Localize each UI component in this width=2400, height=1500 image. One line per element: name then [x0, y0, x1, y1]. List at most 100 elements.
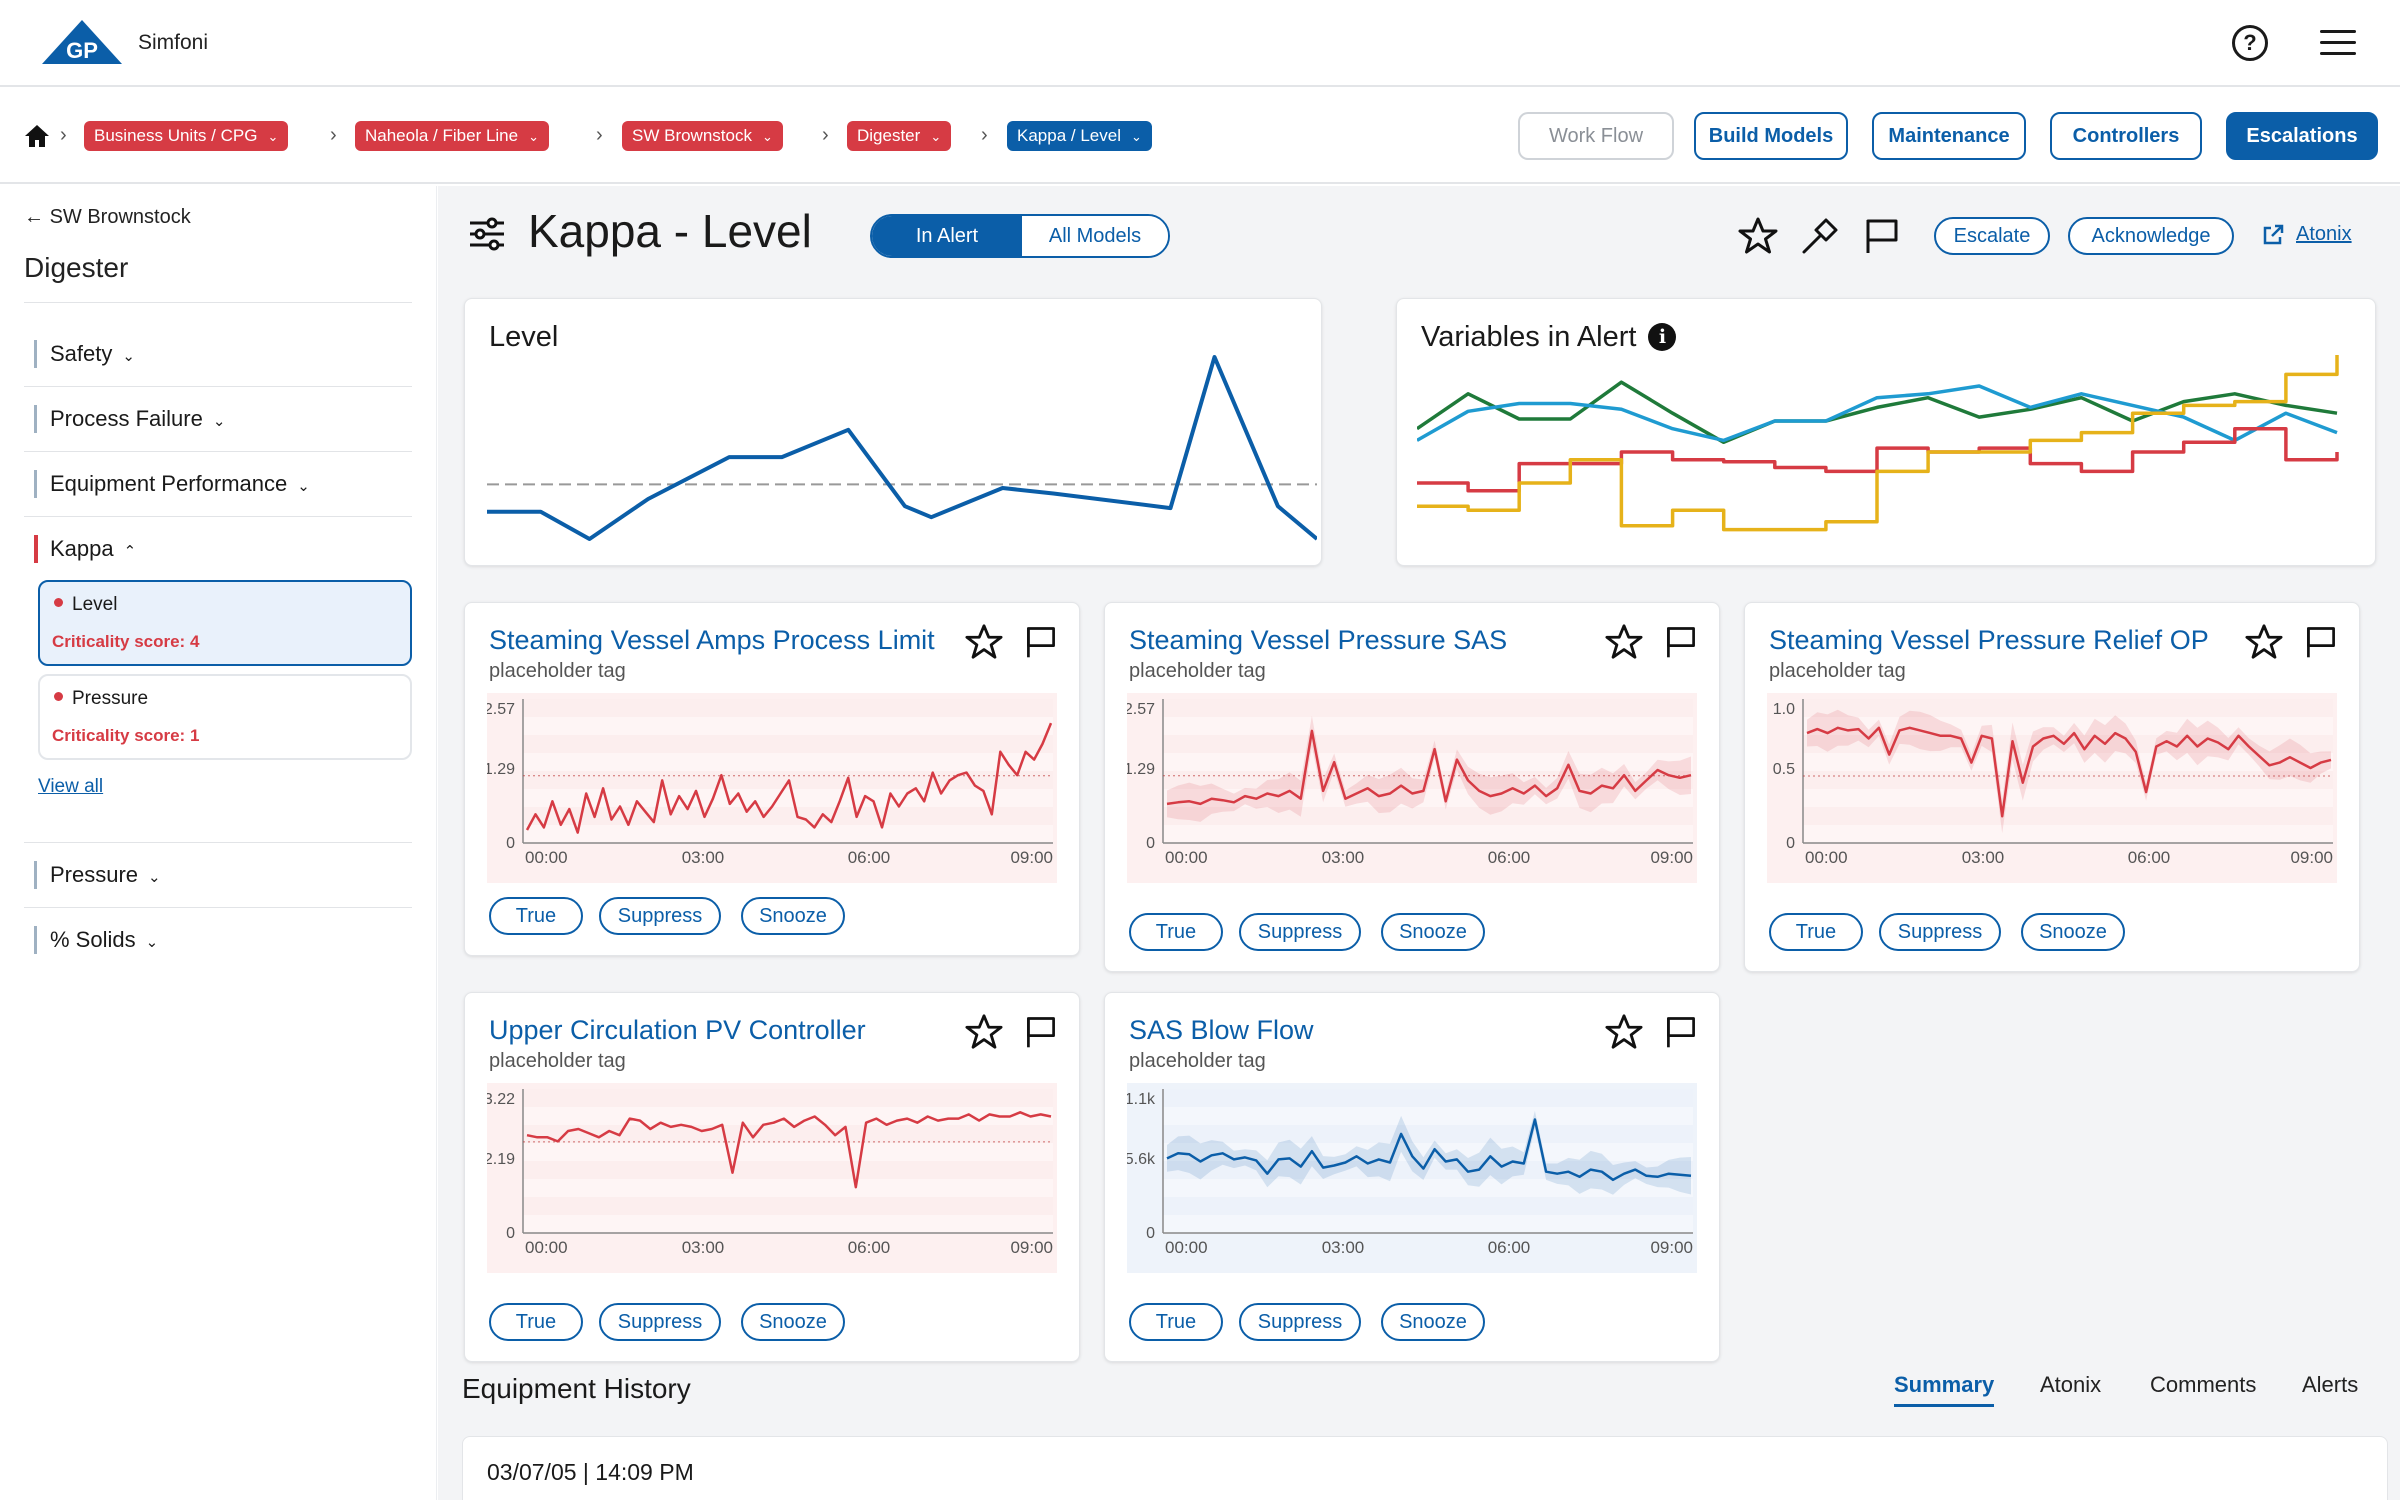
sidebar-item-equipment-performance[interactable]: Equipment Performance ⌄	[34, 468, 310, 500]
suppress-button[interactable]: Suppress	[599, 1303, 721, 1341]
x-tick-label: 09:00	[2290, 848, 2333, 867]
star-icon[interactable]	[965, 623, 1003, 661]
main-content: Kappa - Level In Alert All Models Escala…	[438, 186, 2400, 1500]
true-button[interactable]: True	[489, 1303, 583, 1341]
sidebar-item-process-failure[interactable]: Process Failure ⌄	[34, 403, 225, 435]
hamburger-menu-icon[interactable]	[2320, 30, 2356, 56]
snooze-button[interactable]: Snooze	[1381, 913, 1485, 951]
chart-band	[1163, 1089, 1693, 1107]
star-icon[interactable]	[965, 1013, 1003, 1051]
alert-card-tag: placeholder tag	[489, 660, 626, 682]
alert-card-title[interactable]: Steaming Vessel Pressure Relief OP	[1769, 625, 2209, 655]
breadcrumb-business-units[interactable]: Business Units / CPG ⌄	[84, 121, 289, 151]
sidebar-item-solids[interactable]: % Solids ⌄	[34, 924, 158, 956]
x-tick-label: 09:00	[1010, 848, 1053, 867]
breadcrumb-sw-brownstock[interactable]: SW Brownstock ⌄	[622, 121, 783, 151]
breadcrumb-fiber-line[interactable]: Naheola / Fiber Line ⌄	[355, 121, 549, 151]
model-card-level[interactable]: Level Criticality score: 4	[38, 580, 412, 666]
escalate-button[interactable]: Escalate	[1934, 217, 2050, 255]
y-tick-label: 1.0	[1773, 701, 1795, 718]
work-flow-button[interactable]: Work Flow	[1518, 112, 1674, 160]
escalations-button[interactable]: Escalations	[2226, 112, 2378, 160]
alert-card-title[interactable]: Steaming Vessel Amps Process Limit	[489, 625, 935, 655]
hammer-icon[interactable]	[1800, 216, 1840, 256]
chart-band	[1163, 1125, 1693, 1143]
true-button[interactable]: True	[1129, 1303, 1223, 1341]
tab-atonix[interactable]: Atonix	[2040, 1372, 2102, 1397]
true-button[interactable]: True	[1129, 913, 1223, 951]
sidebar-item-kappa[interactable]: Kappa ⌃	[34, 533, 136, 565]
build-models-button[interactable]: Build Models	[1694, 112, 1848, 160]
chevron-right-icon: ›	[60, 124, 67, 146]
breadcrumb-digester[interactable]: Digester ⌄	[847, 121, 952, 151]
view-all-link[interactable]: View all	[38, 776, 104, 797]
home-icon[interactable]	[24, 124, 50, 148]
divider	[24, 516, 412, 517]
chevron-down-icon: ⌄	[930, 129, 942, 144]
alert-card-sas-blow-flow: SAS Blow Flow placeholder tag 131.1k 65.6…	[1104, 992, 1720, 1362]
chevron-right-icon: ›	[330, 124, 337, 146]
flag-icon[interactable]	[2303, 623, 2339, 661]
sidebar-item-safety[interactable]: Safety ⌄	[34, 338, 135, 370]
sidebar-item-pressure[interactable]: Pressure ⌄	[34, 859, 161, 891]
tab-comments[interactable]: Comments	[2150, 1372, 2257, 1397]
suppress-button[interactable]: Suppress	[1879, 913, 2001, 951]
suppress-button[interactable]: Suppress	[599, 897, 721, 935]
true-button[interactable]: True	[1769, 913, 1863, 951]
star-icon[interactable]	[2245, 623, 2283, 661]
atonix-link[interactable]: Atonix	[2296, 223, 2352, 245]
x-tick-label: 03:00	[1962, 848, 2005, 867]
x-tick-label: 03:00	[1322, 1238, 1365, 1257]
flag-icon[interactable]	[1023, 623, 1059, 661]
plot-area	[523, 699, 1053, 843]
y-tick-label: 0.5	[1773, 761, 1795, 778]
x-tick-label: 06:00	[848, 848, 891, 867]
suppress-button[interactable]: Suppress	[1239, 913, 1361, 951]
chart-band	[1163, 735, 1693, 753]
alert-card-upper-circulation-pv: Upper Circulation PV Controller placehol…	[464, 992, 1080, 1362]
info-icon[interactable]: i	[1648, 323, 1677, 351]
filter-sliders-icon[interactable]	[468, 217, 506, 251]
plot-area	[523, 1089, 1053, 1233]
x-tick-label: 06:00	[1488, 1238, 1531, 1257]
in-alert-toggle[interactable]: In Alert	[872, 216, 1022, 256]
maintenance-button[interactable]: Maintenance	[1872, 112, 2026, 160]
suppress-button[interactable]: Suppress	[1239, 1303, 1361, 1341]
chevron-down-icon: ⌄	[212, 413, 226, 430]
all-models-toggle[interactable]: All Models	[1022, 216, 1168, 256]
tab-summary[interactable]: Summary	[1894, 1372, 1995, 1407]
controllers-button[interactable]: Controllers	[2050, 112, 2202, 160]
acknowledge-button[interactable]: Acknowledge	[2068, 217, 2234, 255]
gp-logo[interactable]: GP	[40, 18, 124, 68]
series-line-green	[1417, 380, 2338, 445]
snooze-button[interactable]: Snooze	[1381, 1303, 1485, 1341]
alert-card-title[interactable]: SAS Blow Flow	[1129, 1015, 1314, 1045]
back-link[interactable]: ← SW Brownstock	[24, 206, 191, 228]
external-link-icon[interactable]	[2262, 224, 2284, 246]
true-button[interactable]: True	[489, 897, 583, 935]
tab-alerts[interactable]: Alerts	[2302, 1372, 2359, 1397]
star-icon[interactable]	[1738, 216, 1778, 256]
snooze-button[interactable]: Snooze	[2021, 913, 2125, 951]
star-icon[interactable]	[1605, 623, 1643, 661]
alert-card-tag: placeholder tag	[1769, 660, 1906, 682]
app-name: Simfoni	[138, 31, 209, 54]
chart-band	[1163, 1161, 1693, 1179]
top-header: GP Simfoni ?	[0, 0, 2400, 87]
alert-card-chart: 1.0 0.5 0 00:00 03:00 06:00 09:00	[1767, 693, 2337, 883]
model-card-pressure[interactable]: Pressure Criticality score: 1	[38, 674, 412, 760]
flag-icon[interactable]	[1023, 1013, 1059, 1051]
flag-icon[interactable]	[1663, 623, 1699, 661]
snooze-button[interactable]: Snooze	[741, 897, 845, 935]
chart-band	[523, 699, 1053, 717]
alert-card-title[interactable]: Steaming Vessel Pressure SAS	[1129, 625, 1508, 655]
alert-card-title[interactable]: Upper Circulation PV Controller	[489, 1015, 866, 1045]
help-icon[interactable]: ?	[2232, 25, 2268, 61]
y-tick-label: 0	[1786, 835, 1795, 852]
flag-icon[interactable]	[1862, 216, 1902, 256]
star-icon[interactable]	[1605, 1013, 1643, 1051]
chart-band	[523, 1197, 1053, 1215]
snooze-button[interactable]: Snooze	[741, 1303, 845, 1341]
breadcrumb-kappa-level[interactable]: Kappa / Level ⌄	[1007, 121, 1152, 151]
flag-icon[interactable]	[1663, 1013, 1699, 1051]
